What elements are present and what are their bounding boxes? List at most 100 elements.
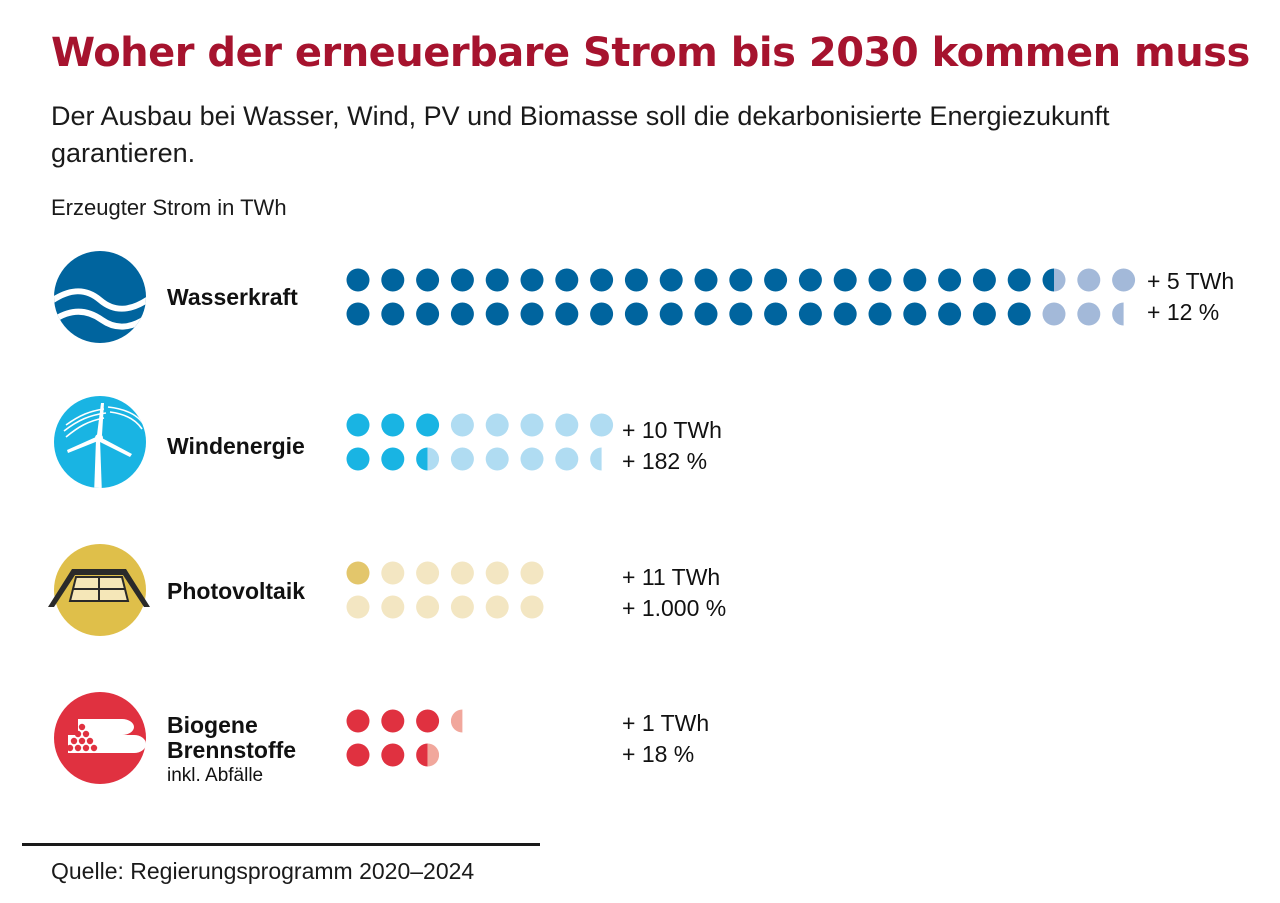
energy-dot xyxy=(346,413,370,437)
energy-dot xyxy=(555,302,579,326)
energy-dot xyxy=(381,561,405,585)
category-sublabel: inkl. Abfälle xyxy=(167,765,264,786)
category-row-biogene-brennstoffe: Biogene Brennstoffe inkl. Abfälle + 1 TW… xyxy=(0,691,1280,801)
category-row-windenergie: Windenergie + 10 TWh + 182 % xyxy=(0,395,1280,505)
energy-dot xyxy=(972,302,996,326)
log-pile-icon xyxy=(54,692,146,784)
energy-dot xyxy=(450,709,463,733)
energy-dot xyxy=(485,595,509,619)
energy-dot xyxy=(346,561,370,585)
energy-dot xyxy=(416,447,440,471)
energy-dot xyxy=(520,302,544,326)
energy-dot xyxy=(659,302,683,326)
energy-dot xyxy=(416,561,440,585)
energy-dot xyxy=(555,268,579,292)
energy-dot xyxy=(1077,268,1101,292)
energy-dot xyxy=(938,302,962,326)
energy-dot xyxy=(416,743,440,767)
increase-values: + 1 TWh + 18 % xyxy=(622,708,709,770)
energy-dot xyxy=(450,268,474,292)
energy-dot xyxy=(485,447,509,471)
energy-dot xyxy=(972,268,996,292)
energy-dot xyxy=(868,302,892,326)
energy-dot xyxy=(764,302,788,326)
chart-subtitle: Der Ausbau bei Wasser, Wind, PV und Biom… xyxy=(51,101,1110,168)
wind-turbine-icon xyxy=(54,396,146,488)
energy-dot xyxy=(798,268,822,292)
category-label: Windenergie xyxy=(167,434,305,459)
energy-dot xyxy=(381,595,405,619)
energy-dot xyxy=(798,302,822,326)
energy-dot xyxy=(416,595,440,619)
energy-dot xyxy=(485,302,509,326)
energy-dot xyxy=(381,743,405,767)
energy-dot xyxy=(1112,302,1124,326)
energy-dot xyxy=(416,709,440,733)
energy-dot xyxy=(1007,302,1031,326)
energy-dot xyxy=(555,413,579,437)
increase-twh-label: + 10 TWh xyxy=(622,417,722,443)
increase-values: + 11 TWh + 1.000 % xyxy=(622,562,726,624)
energy-dot xyxy=(1042,302,1066,326)
energy-dot xyxy=(868,268,892,292)
energy-dot xyxy=(450,595,474,619)
energy-dot xyxy=(485,413,509,437)
energy-dot xyxy=(520,561,544,585)
energy-dot xyxy=(450,302,474,326)
energy-dot xyxy=(450,561,474,585)
energy-dot xyxy=(346,595,370,619)
energy-dot xyxy=(520,268,544,292)
energy-dot xyxy=(381,302,405,326)
increase-pct-label: + 12 % xyxy=(1147,299,1220,325)
increase-twh-label: + 1 TWh xyxy=(622,710,710,736)
dot-grid xyxy=(346,413,614,471)
increase-twh-label: + 11 TWh xyxy=(622,564,721,590)
water-wave-icon xyxy=(54,251,146,343)
dot-grid xyxy=(346,268,1136,326)
energy-dot xyxy=(346,447,370,471)
category-name: Photovoltaik xyxy=(167,578,306,604)
energy-dot xyxy=(450,413,474,437)
dot-grid xyxy=(346,561,544,619)
category-label: Photovoltaik xyxy=(167,579,305,604)
category-label: Biogene Brennstoffe inkl. Abfälle xyxy=(167,713,327,788)
energy-dot xyxy=(1042,268,1066,292)
energy-dot xyxy=(485,561,509,585)
energy-dot xyxy=(903,302,927,326)
energy-dot xyxy=(485,268,509,292)
unit-label: Erzeugter Strom in TWh xyxy=(51,195,287,220)
dot-grid xyxy=(346,709,463,767)
source-note: Quelle: Regierungsprogramm 2020–2024 xyxy=(51,858,475,884)
category-row-photovoltaik: Photovoltaik + 11 TWh + 1.000 % xyxy=(0,543,1280,653)
energy-dot xyxy=(520,413,544,437)
energy-dot xyxy=(1112,268,1136,292)
solar-panel-roof-icon xyxy=(48,544,150,636)
chart-title: Woher der erneuerbare Strom bis 2030 kom… xyxy=(51,30,1250,76)
energy-dot xyxy=(381,709,405,733)
energy-dot xyxy=(416,268,440,292)
source-divider xyxy=(22,843,540,846)
energy-dot xyxy=(624,302,648,326)
increase-values: + 10 TWh + 182 % xyxy=(622,415,722,477)
energy-dot xyxy=(590,268,614,292)
increase-pct-label: + 182 % xyxy=(622,448,708,474)
increase-values: + 5 TWh + 12 % xyxy=(1147,266,1234,328)
energy-dot xyxy=(346,302,370,326)
energy-dot xyxy=(520,447,544,471)
energy-dot xyxy=(590,302,614,326)
category-label: Wasserkraft xyxy=(167,285,298,310)
energy-dot xyxy=(694,268,718,292)
energy-dot xyxy=(833,268,857,292)
energy-dot xyxy=(729,302,753,326)
energy-dot xyxy=(555,447,579,471)
energy-dot xyxy=(903,268,927,292)
energy-dot xyxy=(659,268,683,292)
category-row-wasserkraft: Wasserkraft + 5 TWh + 12 % xyxy=(0,250,1280,360)
energy-dot xyxy=(416,302,440,326)
energy-dot xyxy=(624,268,648,292)
energy-dot xyxy=(1077,302,1101,326)
energy-dot xyxy=(381,447,405,471)
energy-dot xyxy=(346,709,370,733)
energy-dot xyxy=(450,447,474,471)
category-name: Wasserkraft xyxy=(167,284,298,310)
